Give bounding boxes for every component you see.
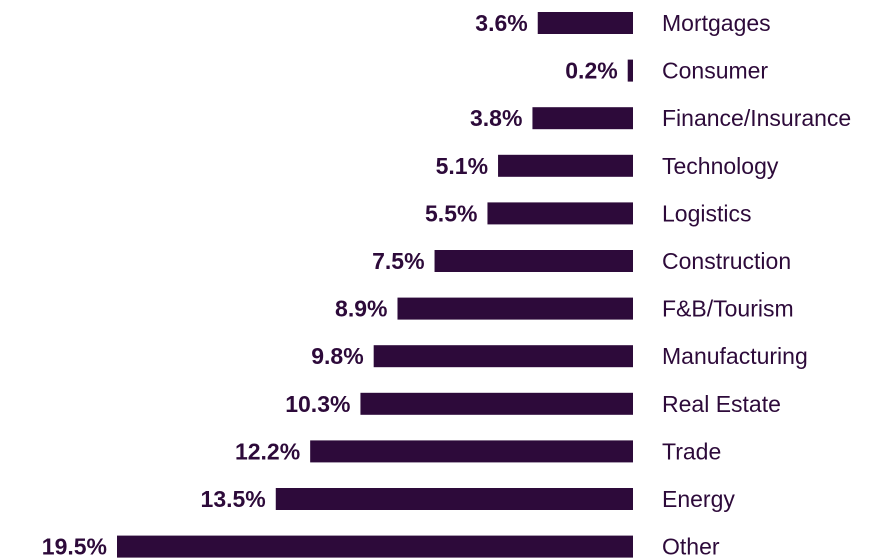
value-label: 8.9% bbox=[335, 296, 387, 322]
category-label: Consumer bbox=[662, 58, 768, 84]
bar bbox=[117, 535, 633, 558]
value-label: 7.5% bbox=[372, 248, 424, 274]
bar bbox=[397, 297, 633, 320]
category-label: Energy bbox=[662, 486, 735, 512]
value-label: 5.5% bbox=[425, 200, 477, 226]
value-label: 5.1% bbox=[436, 153, 488, 179]
value-label: 12.2% bbox=[235, 438, 300, 464]
category-label: Mortgages bbox=[662, 10, 771, 36]
bar bbox=[532, 107, 633, 130]
category-label: Trade bbox=[662, 438, 721, 464]
value-label: 3.8% bbox=[470, 105, 522, 131]
category-label: Construction bbox=[662, 248, 791, 274]
category-label: Technology bbox=[662, 153, 779, 179]
bar bbox=[487, 202, 633, 225]
category-label: Manufacturing bbox=[662, 343, 808, 369]
category-label: Real Estate bbox=[662, 391, 781, 417]
bar bbox=[275, 488, 633, 510]
value-label: 3.6% bbox=[475, 10, 527, 36]
category-label: F&B/Tourism bbox=[662, 296, 794, 322]
bar bbox=[360, 392, 633, 415]
value-label: 10.3% bbox=[285, 391, 350, 417]
bar bbox=[627, 59, 633, 82]
bar bbox=[537, 12, 633, 34]
value-label: 19.5% bbox=[42, 534, 107, 560]
bar bbox=[310, 440, 633, 463]
value-label: 13.5% bbox=[201, 486, 266, 512]
value-label: 9.8% bbox=[311, 343, 363, 369]
value-label: 0.2% bbox=[565, 58, 617, 84]
bar bbox=[498, 154, 633, 177]
category-label: Finance/Insurance bbox=[662, 105, 851, 131]
category-label: Logistics bbox=[662, 200, 751, 226]
category-label: Other bbox=[662, 534, 720, 560]
bar bbox=[434, 250, 633, 272]
bar bbox=[373, 345, 633, 368]
